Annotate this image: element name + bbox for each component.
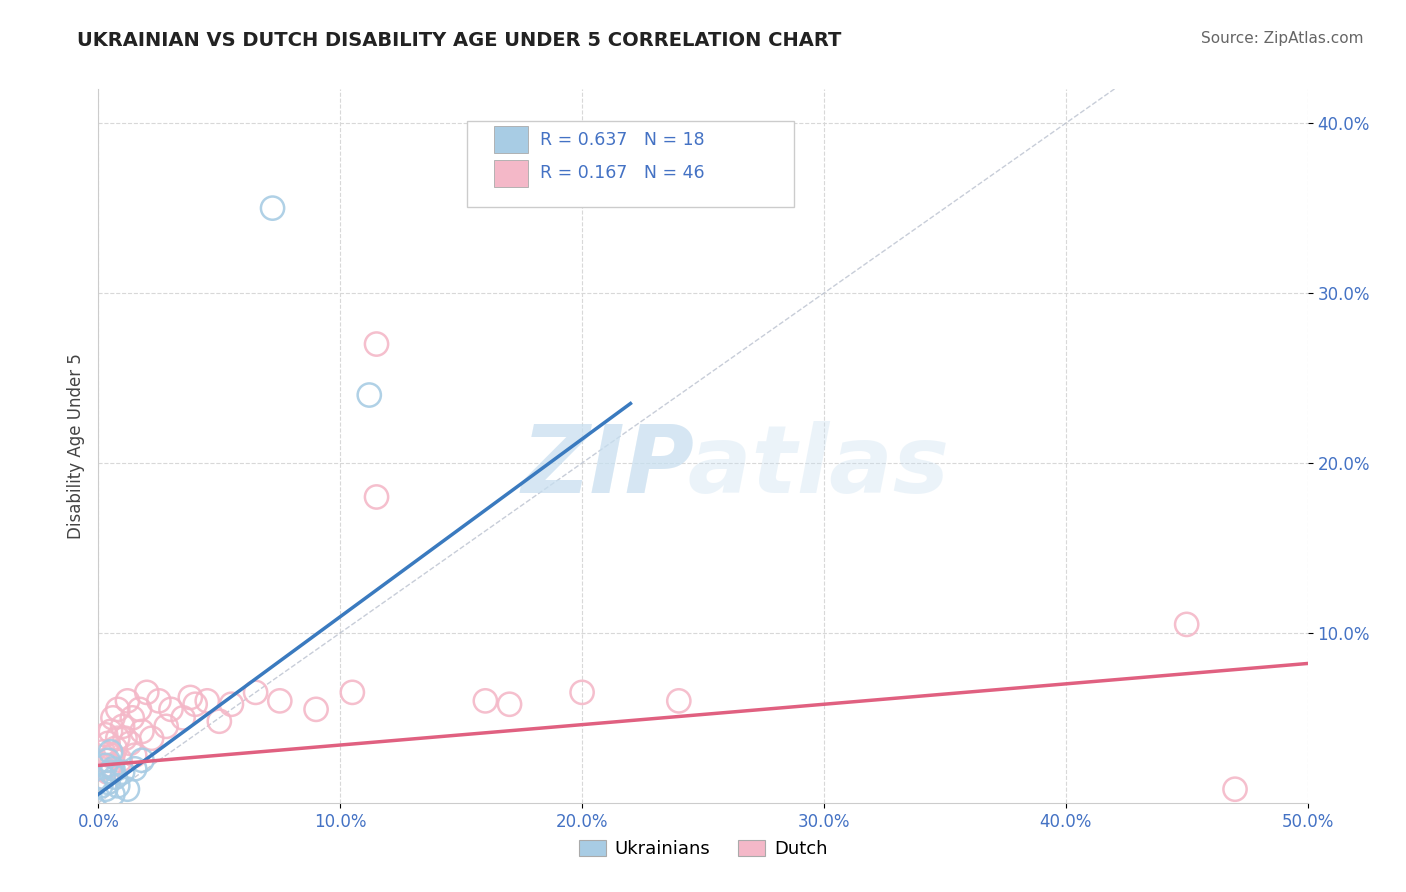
Point [366,337,388,351]
Point [245,685,267,699]
FancyBboxPatch shape [494,160,527,187]
Point [91,745,114,759]
Y-axis label: Disability Age Under 5: Disability Age Under 5 [66,353,84,539]
Point [101,748,124,763]
Text: R = 0.637   N = 18: R = 0.637 N = 18 [540,131,704,149]
Point [94,782,117,797]
Point [184,698,207,712]
Point [131,753,153,767]
Point [474,694,496,708]
Point [269,694,291,708]
Point [97,775,120,789]
Text: R = 0.167   N = 46: R = 0.167 N = 46 [540,164,704,182]
Point [94,753,117,767]
Point [668,694,690,708]
Point [141,731,163,746]
Point [97,765,120,780]
Point [117,782,139,797]
Point [100,724,122,739]
Point [342,685,364,699]
Point [90,779,112,793]
Point [1175,617,1198,632]
Point [91,770,114,784]
Text: UKRAINIAN VS DUTCH DISABILITY AGE UNDER 5 CORRELATION CHART: UKRAINIAN VS DUTCH DISABILITY AGE UNDER … [77,31,842,50]
Point [128,702,150,716]
Point [114,731,136,746]
Point [100,758,122,772]
Point [107,731,129,746]
Point [124,748,146,763]
Point [104,770,127,784]
Point [91,770,114,784]
Point [359,388,381,402]
Point [135,685,157,699]
Point [1223,782,1246,797]
Point [305,702,328,716]
Point [94,728,117,742]
Point [179,690,201,705]
Point [111,719,134,733]
Point [195,694,218,708]
Text: Source: ZipAtlas.com: Source: ZipAtlas.com [1201,31,1364,46]
Point [262,201,284,215]
Point [100,765,122,780]
Point [108,753,131,767]
Point [221,698,243,712]
Point [498,698,520,712]
Point [101,787,124,801]
Legend: Ukrainians, Dutch: Ukrainians, Dutch [571,832,835,865]
Point [100,745,122,759]
Point [107,779,129,793]
Point [160,702,183,716]
Point [90,762,112,776]
Point [104,741,127,756]
Point [172,711,194,725]
FancyBboxPatch shape [494,127,527,153]
Point [118,736,141,750]
Point [155,719,177,733]
Point [117,694,139,708]
Point [121,711,143,725]
Point [97,753,120,767]
Point [107,702,129,716]
Point [366,490,388,504]
Point [97,736,120,750]
Point [111,765,134,780]
Point [208,714,231,729]
Point [131,724,153,739]
Point [148,694,170,708]
Point [101,762,124,776]
Text: ZIPatlas: ZIPatlas [522,421,949,514]
Point [101,711,124,725]
Point [124,762,146,776]
Text: ZIP: ZIP [522,421,695,514]
FancyBboxPatch shape [467,121,793,207]
Point [94,758,117,772]
Point [571,685,593,699]
